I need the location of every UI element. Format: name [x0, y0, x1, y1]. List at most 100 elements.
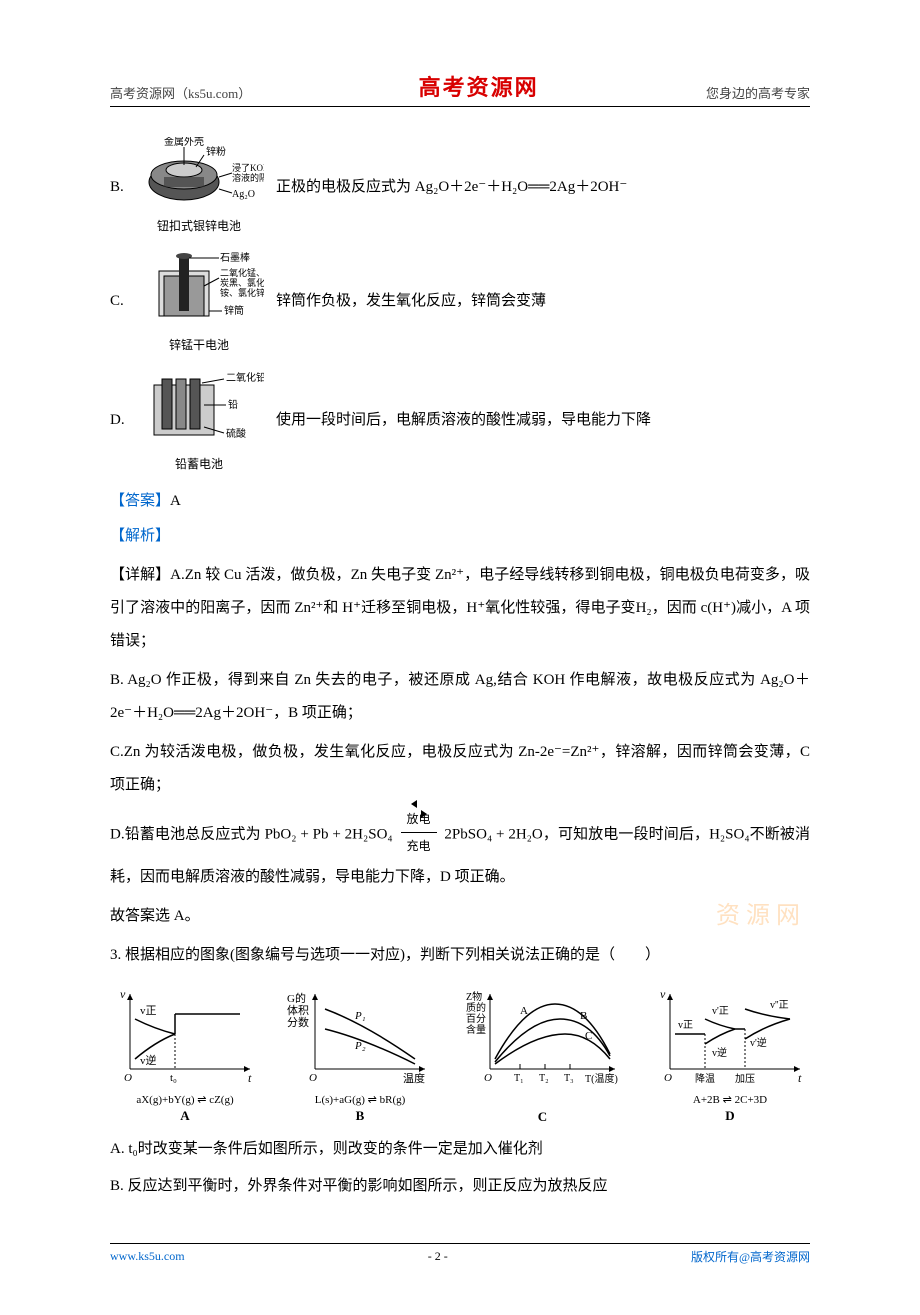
label-graphite: 石墨棒: [220, 251, 250, 264]
analysis-label: 【解析】: [110, 524, 810, 545]
footer-right: 版权所有@高考资源网: [691, 1248, 810, 1265]
chart-d-caption: A+2B ⇌ 2C+3D: [650, 1093, 810, 1106]
svg-text:质的: 质的: [466, 1001, 486, 1014]
svg-text:O: O: [309, 1072, 317, 1084]
label-koh1: 浸了KOH: [232, 163, 264, 173]
svg-text:v'逆: v'逆: [750, 1036, 767, 1049]
frac-top: 放电: [401, 806, 437, 833]
option-c-text: 锌筒作负极，发生氧化反应，锌筒会变薄: [276, 289, 810, 313]
svg-text:t: t: [798, 1071, 802, 1085]
svg-text:t: t: [248, 1071, 252, 1085]
svg-text:v正: v正: [140, 1005, 157, 1017]
analysis-body: 【详解】A.Zn 较 Cu 活泼，做负极，Zn 失电子变 Zn²⁺，电子经导线转…: [110, 559, 810, 934]
chart-c-label: C: [460, 1109, 625, 1125]
chart-d-label: D: [650, 1108, 810, 1124]
frac-bottom: 充电: [401, 833, 437, 859]
svg-text:C: C: [585, 1030, 592, 1042]
svg-text:G的: G的: [287, 991, 306, 1005]
chart-d: v t v正 v'正 v逆 v''正 v'逆 降温 加压 O A+2B ⇌ 2C…: [650, 984, 810, 1125]
label-mno2-2: 炭黑、氯化: [220, 277, 264, 288]
chart-b-label: B: [285, 1108, 435, 1124]
option-c-letter: C.: [110, 289, 134, 313]
answer-block: 【答案】A: [110, 489, 810, 510]
chart-b: G的 体积 分数 温度 P₁ P₂ O L(s)+aG(g) ⇌ bR(g) B: [285, 984, 435, 1125]
svg-text:A: A: [520, 1005, 528, 1017]
svg-text:O: O: [664, 1072, 672, 1084]
svg-text:温度: 温度: [403, 1071, 425, 1085]
chart-b-caption: L(s)+aG(g) ⇌ bR(g): [285, 1093, 435, 1106]
reversible-arrow: 放电 充电: [401, 806, 437, 860]
svg-text:O: O: [124, 1072, 132, 1084]
chart-a: v t v正 v逆 t₀ O aX(g)+bY(g) ⇌ cZ(g) A: [110, 984, 260, 1125]
svg-text:v: v: [660, 987, 666, 1001]
svg-text:百分: 百分: [466, 1013, 486, 1025]
svg-text:v正: v正: [678, 1020, 693, 1031]
label-mno2-1: 二氧化锰、: [220, 267, 264, 278]
footer-left: www.ks5u.com: [110, 1249, 185, 1264]
label-ag2o: Ag₂O: [232, 189, 255, 200]
analysis-d-left: D.铅蓄电池总反应式为 PbO₂ + Pb + 2H₂SO₄: [110, 826, 393, 842]
analysis-para-c: C.Zn 为较活泼电极，做负极，发生氧化反应，电极反应式为 Zn-2e⁻=Zn²…: [110, 736, 810, 802]
analysis-para-b: B. Ag₂O 作正极，得到来自 Zn 失去的电子，被还原成 Ag,结合 KOH…: [110, 664, 810, 730]
option-d-text: 使用一段时间后，电解质溶液的酸性减弱，导电能力下降: [276, 408, 810, 432]
analysis-para-d: D.铅蓄电池总反应式为 PbO₂ + Pb + 2H₂SO₄ 放电 充电 2Pb…: [110, 808, 810, 895]
label-zn-can: 锌筒: [224, 304, 244, 317]
option-d-diagram: 二氧化铅 铅 硫酸 铅蓄电池: [134, 365, 264, 474]
answer-value: A: [170, 493, 181, 509]
svg-text:T₃: T₃: [564, 1073, 574, 1084]
option-d-caption: 铅蓄电池: [134, 455, 264, 474]
svg-text:Z物: Z物: [466, 990, 482, 1003]
footer-page-number: - 2 -: [428, 1249, 448, 1264]
option-c-caption: 锌锰干电池: [134, 336, 264, 355]
svg-text:v: v: [120, 987, 126, 1001]
q3-charts: v t v正 v逆 t₀ O aX(g)+bY(g) ⇌ cZ(g) A: [110, 984, 810, 1125]
svg-text:v逆: v逆: [712, 1046, 727, 1059]
header-center-logo: 高考资源网: [419, 70, 539, 102]
q3-option-b: B. 反应达到平衡时，外界条件对平衡的影响如图所示，则正反应为放热反应: [110, 1170, 810, 1203]
page-header: 高考资源网（ks5u.com） 高考资源网 您身边的高考专家: [110, 70, 810, 107]
svg-text:v逆: v逆: [140, 1053, 157, 1067]
label-metal-shell: 金属外壳: [164, 137, 204, 148]
option-c-row: C. 石墨棒 二氧化锰、 炭黑、氯化 铵、氯化锌 锌筒 锌锰干电池 锌筒作负极，…: [110, 246, 810, 355]
svg-text:体积: 体积: [287, 1003, 309, 1017]
label-pb: 铅: [228, 398, 238, 411]
svg-text:t₀: t₀: [170, 1072, 177, 1084]
page-footer: www.ks5u.com - 2 - 版权所有@高考资源网: [110, 1243, 810, 1265]
svg-text:降温: 降温: [695, 1072, 715, 1085]
chart-c: Z物 质的 百分 含量 T(温度) A B C T₁ T₂ T₃ O C: [460, 984, 625, 1125]
label-h2so4: 硫酸: [226, 427, 246, 440]
svg-text:T(温度): T(温度): [585, 1072, 618, 1085]
label-zn-powder: 锌粉: [206, 145, 226, 158]
svg-text:含量: 含量: [466, 1023, 486, 1036]
header-right: 您身边的高考专家: [706, 83, 810, 102]
svg-text:B: B: [580, 1010, 587, 1022]
option-b-text: 正极的电极反应式为 Ag₂O＋2e⁻＋H₂O══2Ag＋2OH⁻: [276, 175, 810, 199]
chart-a-caption: aX(g)+bY(g) ⇌ cZ(g): [110, 1093, 260, 1106]
svg-text:P₂: P₂: [354, 1040, 366, 1052]
svg-text:T₂: T₂: [539, 1073, 549, 1084]
option-d-row: D. 二氧化铅 铅 硫酸 铅蓄电池 使用一段时间后，电解质溶液的酸性减弱，导电能…: [110, 365, 810, 474]
q3-option-a: A. t₀时改变某一条件后如图所示，则改变的条件一定是加入催化剂: [110, 1133, 810, 1166]
label-pbo2: 二氧化铅: [226, 371, 264, 384]
chart-a-label: A: [110, 1108, 260, 1124]
answer-label: 【答案】: [110, 493, 170, 509]
svg-text:v'正: v'正: [712, 1006, 729, 1017]
analysis-para-a: 【详解】A.Zn 较 Cu 活泼，做负极，Zn 失电子变 Zn²⁺，电子经导线转…: [110, 559, 810, 658]
q3-stem: 3. 根据相应的图象(图象编号与选项一一对应)，判断下列相关说法正确的是（ ）: [110, 939, 810, 972]
option-c-diagram: 石墨棒 二氧化锰、 炭黑、氯化 铵、氯化锌 锌筒 锌锰干电池: [134, 246, 264, 355]
svg-text:v''正: v''正: [770, 1000, 789, 1011]
header-left: 高考资源网（ks5u.com）: [110, 83, 251, 102]
option-b-letter: B.: [110, 175, 134, 199]
svg-text:O: O: [484, 1072, 492, 1084]
svg-text:T₁: T₁: [514, 1073, 524, 1084]
analysis-para-final: 故答案选 A。: [110, 900, 810, 933]
option-d-letter: D.: [110, 408, 134, 432]
svg-text:P₁: P₁: [354, 1010, 366, 1022]
label-koh2: 溶液的隔板: [232, 172, 264, 183]
option-b-caption: 钮扣式银锌电池: [134, 217, 264, 236]
svg-text:分数: 分数: [287, 1016, 309, 1029]
option-b-diagram: 金属外壳 锌粉 浸了KOH 溶液的隔板 Ag₂O 钮扣式银锌电池: [134, 137, 264, 236]
label-mno2-3: 铵、氯化锌: [220, 287, 264, 298]
option-b-row: B. 金属外壳 锌粉 浸了KOH 溶液的隔板 Ag₂O 钮扣式银锌电池 正极的电…: [110, 137, 810, 236]
svg-text:加压: 加压: [735, 1073, 755, 1085]
